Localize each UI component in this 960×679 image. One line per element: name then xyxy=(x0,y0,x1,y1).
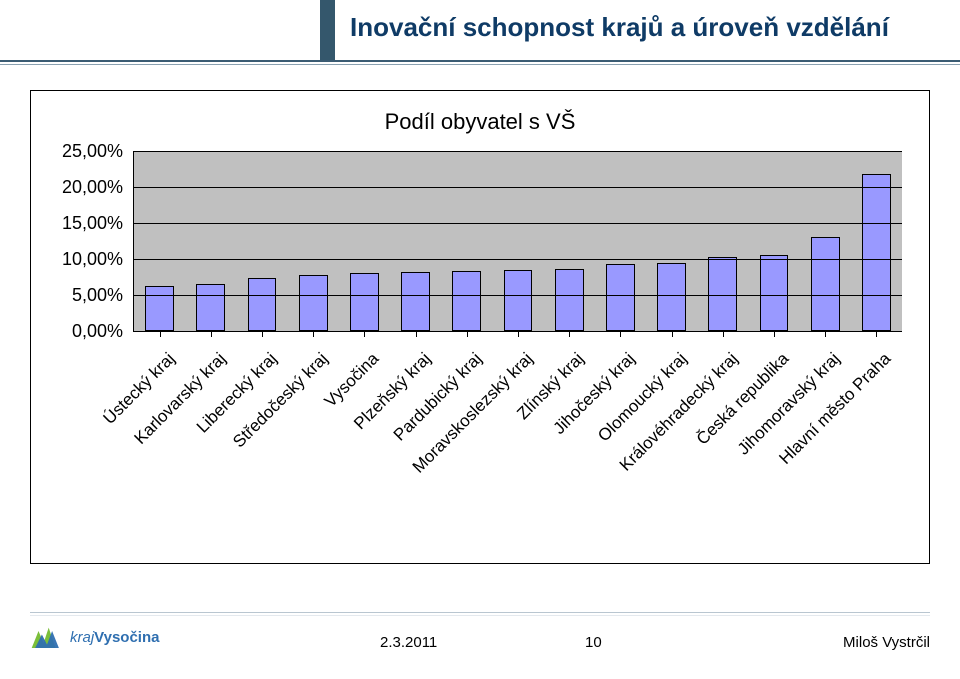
y-tick-label: 5,00% xyxy=(72,286,123,304)
logo-text: krajVysočina xyxy=(70,629,159,646)
x-tick-label: Středočeský kraj xyxy=(229,349,332,452)
grid-line xyxy=(134,259,902,260)
logo-kraj: kraj xyxy=(70,629,94,646)
y-tick-label: 10,00% xyxy=(62,250,123,268)
x-tick xyxy=(313,331,314,337)
grid-line xyxy=(134,187,902,188)
y-tick-label: 20,00% xyxy=(62,178,123,196)
logo-icon xyxy=(30,622,64,652)
bar xyxy=(606,264,635,331)
bar xyxy=(708,257,737,331)
x-tick xyxy=(876,331,877,337)
x-tick xyxy=(160,331,161,337)
x-tick xyxy=(262,331,263,337)
chart-frame: Podíl obyvatel s VŠ 0,00% 5,00% 10,00% 15,0… xyxy=(30,90,930,564)
bar xyxy=(811,237,840,331)
bar xyxy=(452,271,481,331)
x-tick xyxy=(364,331,365,337)
x-tick xyxy=(569,331,570,337)
footer-page: 10 xyxy=(585,634,602,651)
footer-line xyxy=(30,612,930,613)
footer-author: Miloš Vystrčil xyxy=(843,634,930,651)
title-accent xyxy=(320,0,335,60)
bar xyxy=(248,278,277,331)
bar xyxy=(145,286,174,331)
y-tick-label: 0,00% xyxy=(72,322,123,340)
y-tick-label: 15,00% xyxy=(62,214,123,232)
x-tick xyxy=(467,331,468,337)
logo-name: Vysočina xyxy=(94,629,159,646)
bar xyxy=(350,273,379,331)
grid-line xyxy=(134,151,902,152)
bar xyxy=(862,174,891,331)
grid-line xyxy=(134,295,902,296)
x-axis-labels: Ústecký krajKarlovarský krajLiberecký kr… xyxy=(133,341,901,541)
plot-area xyxy=(133,151,902,332)
slide-title: Inovační schopnost krajů a úroveň vzdělá… xyxy=(350,12,889,43)
bar xyxy=(299,275,328,331)
title-band: Inovační schopnost krajů a úroveň vzdělá… xyxy=(0,0,960,70)
grid-line xyxy=(134,223,902,224)
x-tick xyxy=(518,331,519,337)
title-underline xyxy=(0,60,960,62)
x-tick xyxy=(672,331,673,337)
x-tick xyxy=(774,331,775,337)
x-tick-label: Pardubický kraj xyxy=(390,349,486,445)
footer: krajVysočina 2.3.2011 10 Miloš Vystrčil xyxy=(30,612,930,667)
bar xyxy=(657,263,686,331)
logo: krajVysočina xyxy=(30,622,159,652)
footer-date: 2.3.2011 xyxy=(380,634,437,651)
y-axis-labels: 0,00%5,00%10,00%15,00%20,00%25,00% xyxy=(51,151,129,331)
x-tick-label: Karlovarský kraj xyxy=(130,349,230,449)
bar xyxy=(504,270,533,331)
slide: Inovační schopnost krajů a úroveň vzdělá… xyxy=(0,0,960,679)
bars-layer xyxy=(134,151,902,331)
bar xyxy=(401,272,430,331)
x-tick xyxy=(825,331,826,337)
footer-line-thin xyxy=(30,615,930,616)
x-tick xyxy=(416,331,417,337)
bar xyxy=(555,269,584,331)
title-underline-thin xyxy=(0,64,960,65)
x-tick-label: Olomoucký kraj xyxy=(594,349,691,446)
plot-wrap: 0,00%5,00%10,00%15,00%20,00%25,00% Ústec… xyxy=(51,151,911,411)
y-tick-label: 25,00% xyxy=(62,142,123,160)
x-tick xyxy=(723,331,724,337)
x-tick xyxy=(620,331,621,337)
bar xyxy=(196,284,225,331)
chart-title: Podíl obyvatel s VŠ xyxy=(31,109,929,135)
x-tick xyxy=(211,331,212,337)
bar xyxy=(760,255,789,331)
